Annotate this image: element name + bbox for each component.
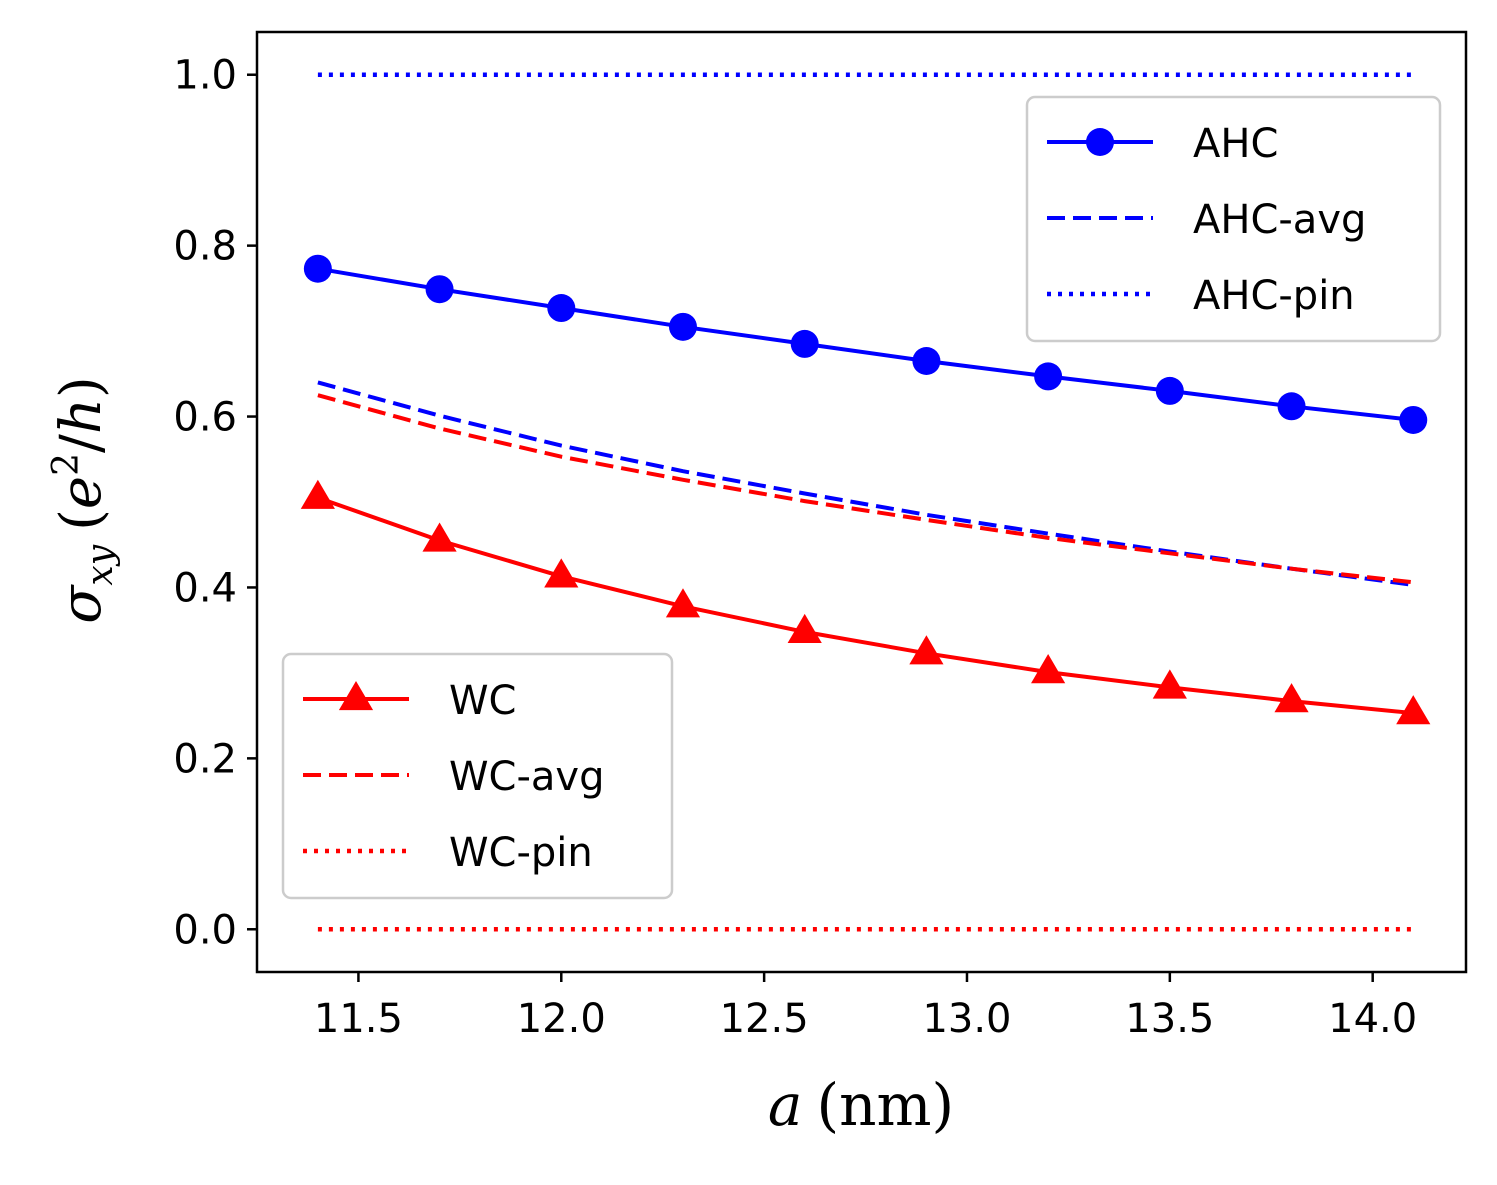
data-point xyxy=(668,312,697,341)
data-point xyxy=(1034,362,1063,391)
legend-upper-right: AHC AHC-avg AHC-pin xyxy=(1025,95,1442,343)
x-tick-label: 13.0 xyxy=(922,996,1011,1042)
y-axis-subscript: xy xyxy=(80,544,121,585)
y-axis-sigma: σ xyxy=(49,584,114,624)
legend-frame xyxy=(1025,95,1442,343)
x-axis-unit: (nm) xyxy=(816,1071,954,1139)
x-tick-label: 12.0 xyxy=(517,996,606,1042)
series-line-wc xyxy=(317,495,1414,716)
data-point xyxy=(303,254,332,283)
y-axis-title: σxy (e2/h) xyxy=(46,376,121,624)
legend-label: WC-pin xyxy=(449,830,593,876)
series-line-ahc-avg xyxy=(317,380,1414,587)
y-tick-label: 0.0 xyxy=(173,907,237,953)
data-point xyxy=(1399,405,1428,434)
series-wc xyxy=(300,479,1431,725)
y-axis-e: e xyxy=(49,476,114,509)
data-point xyxy=(300,479,335,509)
series-wc-avg xyxy=(317,393,1414,585)
y-axis-h: h xyxy=(49,398,114,434)
data-point xyxy=(909,635,944,665)
data-point xyxy=(790,329,819,358)
series-layer xyxy=(300,72,1431,932)
y-tick-label: 0.2 xyxy=(173,736,237,782)
data-point xyxy=(787,613,822,644)
legend-marker xyxy=(1086,128,1114,156)
legend-lower-left: WC WC-avg WC-pin xyxy=(281,652,674,900)
legend-frame xyxy=(281,652,674,900)
series-line-ahc xyxy=(317,266,1414,422)
y-axis-close-paren: ) xyxy=(49,376,114,398)
data-point xyxy=(422,522,457,552)
legends: AHC AHC-avg AHC-pin WC WC-avg WC-pin xyxy=(281,95,1442,900)
x-axis-title: a (nm) xyxy=(768,1071,954,1139)
y-axis-superscript: 2 xyxy=(46,453,87,476)
data-point xyxy=(1396,695,1431,725)
data-point xyxy=(1274,683,1309,713)
data-point xyxy=(547,294,576,323)
y-tick-label: 1.0 xyxy=(173,53,237,99)
data-point xyxy=(544,558,579,588)
data-point xyxy=(1155,376,1184,405)
y-tick-label: 0.6 xyxy=(173,395,237,441)
x-tick-label: 11.5 xyxy=(314,996,403,1042)
data-point xyxy=(1031,654,1066,684)
y-axis-open-paren: ( xyxy=(49,509,114,531)
series-line-wc-avg xyxy=(317,393,1414,585)
series-ahc xyxy=(303,254,1428,434)
ticks: 11.5 12.0 12.5 13.0 13.5 14.0 0.0 0.2 0.4 0.6 0.8 1… xyxy=(173,53,1417,1042)
legend-label: WC-avg xyxy=(449,754,605,800)
data-point xyxy=(1152,669,1187,699)
y-tick-label: 0.8 xyxy=(173,224,237,270)
legend-label: AHC-pin xyxy=(1193,273,1355,319)
x-tick-label: 12.5 xyxy=(720,996,809,1042)
y-tick-label: 0.4 xyxy=(173,565,237,611)
legend-marker xyxy=(338,681,374,711)
legend-label: AHC xyxy=(1193,121,1278,167)
x-tick-label: 13.5 xyxy=(1125,996,1214,1042)
data-point xyxy=(912,347,941,375)
data-point xyxy=(425,275,454,304)
data-point xyxy=(1277,392,1306,421)
y-axis-slash: / xyxy=(49,434,114,453)
legend-label: WC xyxy=(449,678,516,724)
data-point xyxy=(665,588,701,618)
legend-label: AHC-avg xyxy=(1193,197,1366,243)
x-tick-label: 14.0 xyxy=(1328,996,1417,1042)
plot-frame xyxy=(255,30,1468,974)
x-axis-variable: a xyxy=(768,1071,803,1139)
series-ahc-avg xyxy=(317,380,1414,587)
